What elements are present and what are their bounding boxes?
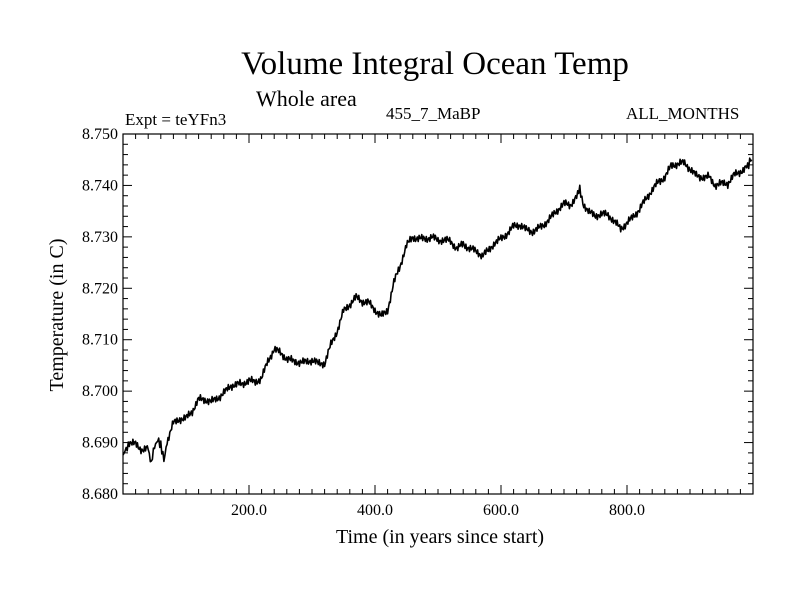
series-layer: [122, 157, 753, 463]
tick-labels: 200.0 400.0 600.0 800.0 8.680 8.690 8.700 8.710…: [82, 126, 645, 519]
axis-ticks: [123, 134, 753, 494]
y-axis-label: Temperature (in C): [46, 239, 68, 392]
x-axis-label: Time (in years since start): [336, 526, 544, 548]
y-tick-label: 8.750: [82, 126, 118, 143]
x-tick-label: 800.0: [609, 502, 645, 519]
y-tick-label: 8.730: [82, 229, 118, 246]
y-tick-label: 8.710: [82, 332, 118, 349]
series-line: [122, 157, 753, 463]
x-tick-label: 600.0: [483, 502, 519, 519]
x-tick-label: 400.0: [357, 502, 393, 519]
plot-frame: [122, 133, 754, 495]
x-tick-label: 200.0: [231, 502, 267, 519]
y-tick-label: 8.720: [82, 280, 118, 297]
experiment-label: Expt = teYFn3: [125, 110, 227, 129]
y-tick-label: 8.680: [82, 486, 118, 503]
chart-subtitle: Whole area: [256, 86, 357, 111]
months-label: ALL_MONTHS: [626, 104, 740, 123]
y-tick-label: 8.700: [82, 383, 118, 400]
run-label: 455_7_MaBP: [386, 104, 481, 123]
y-tick-label: 8.740: [82, 177, 118, 194]
y-tick-label: 8.690: [82, 435, 118, 452]
chart-title: Volume Integral Ocean Temp: [241, 46, 629, 82]
